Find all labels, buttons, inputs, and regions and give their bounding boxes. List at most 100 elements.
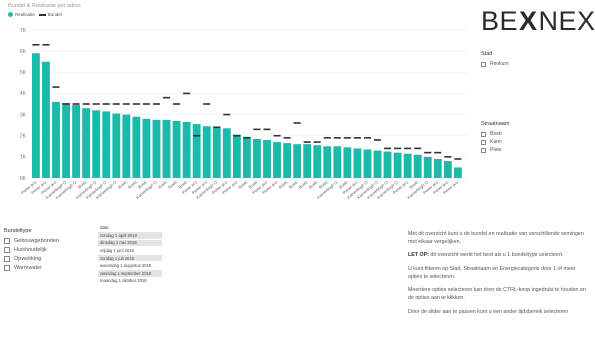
stad-option-label: Renkum [490, 61, 509, 67]
bar-realisatie[interactable] [92, 110, 101, 178]
bar-realisatie[interactable] [423, 156, 432, 178]
bar-realisatie[interactable] [172, 120, 181, 178]
y-tick-label: 7K [20, 28, 27, 34]
bar-realisatie[interactable] [132, 116, 141, 178]
bar-realisatie[interactable] [353, 148, 362, 178]
bar-realisatie[interactable] [303, 144, 312, 178]
legend-bundel-label: Bundel [47, 12, 62, 17]
bar-realisatie[interactable] [333, 146, 342, 178]
bundeltype-option-label: Opwekking [14, 255, 42, 262]
bar-realisatie[interactable] [413, 154, 422, 178]
x-tick-label: Boeb. [408, 179, 420, 190]
bar-realisatie[interactable] [122, 114, 131, 178]
checkbox[interactable] [481, 61, 486, 67]
bundeltype-slicer: Bundeltype Gebouwgebonden Huishoudelijk … [4, 228, 59, 272]
bar-realisatie[interactable] [343, 147, 352, 178]
bar-realisatie[interactable] [253, 138, 261, 178]
bar-realisatie[interactable] [202, 126, 211, 178]
date-option[interactable]: maandag 1 oktober 2018 [98, 278, 162, 286]
bar-realisatie[interactable] [323, 146, 332, 178]
bundeltype-option-gebouwgebonden[interactable]: Gebouwgebonden [4, 236, 59, 245]
bundel-marker [82, 103, 90, 105]
bar-realisatie[interactable] [142, 118, 151, 178]
straatnaam-option-piete[interactable]: Piete [481, 146, 509, 154]
bundel-marker [373, 139, 382, 141]
date-option[interactable]: zaterdag 1 september 2018 [98, 269, 162, 278]
x-tick-label: Boeb. [247, 179, 259, 190]
chart-title: Bundel & Realisatie per adres [8, 3, 81, 9]
bar-realisatie[interactable] [393, 152, 402, 178]
bar-realisatie[interactable] [232, 134, 241, 178]
date-option[interactable]: dinsdag 1 mei 2018 [98, 239, 162, 248]
date-option[interactable]: zondag 1 april 2018 [98, 232, 162, 240]
bar-realisatie[interactable] [222, 128, 231, 178]
checkbox[interactable] [481, 131, 486, 137]
bar-realisatie[interactable] [273, 142, 281, 178]
x-tick-label: Boeb. [137, 179, 149, 190]
date-option[interactable]: woensdag 1 augustus 2018 [98, 262, 162, 270]
bar-realisatie[interactable] [192, 124, 201, 178]
bar-realisatie[interactable] [82, 108, 91, 178]
x-tick-label: Boeb. [288, 179, 300, 190]
date-option[interactable]: zondag 1 juli 2018 [98, 254, 162, 263]
bar-realisatie[interactable] [363, 149, 372, 178]
bar-realisatie[interactable] [52, 101, 60, 178]
bar-realisatie[interactable] [112, 113, 121, 178]
bar-realisatie[interactable] [263, 139, 271, 178]
x-tick-label: Boeb. [167, 179, 179, 190]
x-tick-label: Boeb. [157, 179, 169, 190]
bar-realisatie[interactable] [32, 53, 40, 178]
info-warning: LET OP: dit overzicht werkt het best als… [408, 252, 591, 260]
straatnaam-option-boeb[interactable]: Boeb [481, 130, 509, 138]
bar-realisatie[interactable] [403, 153, 412, 178]
bundel-marker [72, 103, 80, 105]
bar-realisatie[interactable] [62, 102, 70, 178]
bar-realisatie[interactable] [212, 127, 221, 178]
straatnaam-option-kann[interactable]: Kann [481, 138, 509, 146]
bundeltype-option-huishoudelijk[interactable]: Huishoudelijk [4, 245, 59, 254]
checkbox[interactable] [4, 264, 10, 271]
bar-realisatie[interactable] [242, 136, 251, 178]
date-option[interactable]: vrijdag 1 juni 2018 [98, 247, 162, 255]
bar-realisatie[interactable] [433, 158, 442, 178]
bundel-marker [233, 134, 241, 137]
checkbox[interactable] [4, 237, 10, 244]
bundel-marker [414, 147, 422, 150]
stad-option-renkum[interactable]: Renkum [481, 60, 509, 68]
bundel-marker [213, 126, 221, 129]
checkbox[interactable] [4, 255, 10, 262]
bundeltype-option-warmwater[interactable]: Warmwater [4, 263, 59, 272]
bundeltype-slicer-title: Bundeltype [4, 228, 32, 234]
checkbox[interactable] [481, 139, 486, 145]
bundel-swatch [38, 13, 46, 16]
legend-realisatie[interactable]: Realisatie [8, 12, 35, 17]
bar-realisatie[interactable] [373, 150, 382, 178]
straatnaam-option-label: Piete [490, 147, 502, 153]
bundel-marker [112, 103, 120, 105]
bar-realisatie[interactable] [72, 105, 81, 178]
bar-realisatie[interactable] [162, 119, 171, 178]
bar-realisatie[interactable] [453, 167, 462, 178]
bar-realisatie[interactable] [102, 111, 111, 178]
bundel-marker [404, 147, 412, 150]
bar-realisatie[interactable] [182, 121, 191, 178]
bar-realisatie[interactable] [42, 61, 50, 178]
bar-realisatie[interactable] [283, 143, 291, 178]
y-tick-label: 2K [20, 134, 27, 140]
bar-realisatie[interactable] [152, 119, 161, 178]
bundel-marker [363, 137, 371, 139]
bar-realisatie[interactable] [293, 144, 302, 178]
bar-realisatie[interactable] [383, 151, 392, 178]
bundel-marker [102, 103, 110, 105]
logo-x-mark: X [519, 6, 538, 36]
bar-realisatie[interactable] [443, 161, 452, 178]
x-tick-label: Boeb. [177, 179, 189, 190]
bundeltype-option-opwekking[interactable]: Opwekking [4, 254, 59, 263]
legend-bundel[interactable]: Bundel [38, 12, 62, 17]
bar-realisatie[interactable] [313, 145, 322, 178]
checkbox[interactable] [481, 147, 486, 153]
checkbox[interactable] [4, 246, 10, 253]
straatnaam-slicer: Straatnaam Boeb Kann Piete [481, 121, 509, 154]
info-warning-text: dit overzicht werkt het best als u 1 bun… [428, 252, 564, 259]
